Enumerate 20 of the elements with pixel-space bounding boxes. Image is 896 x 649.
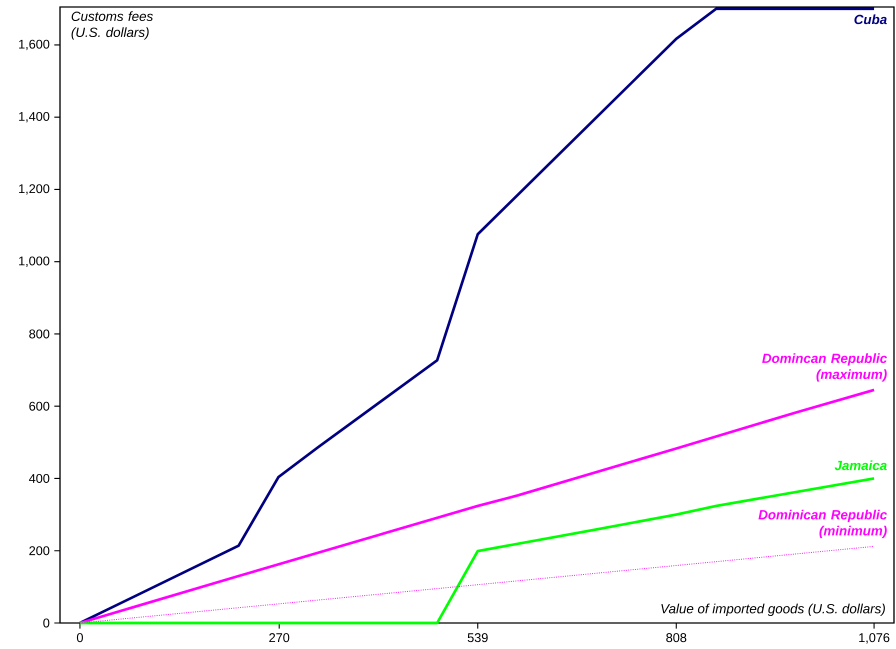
series-label: Jamaica — [834, 460, 887, 470]
y-tick-label: 600 — [29, 402, 50, 411]
y-tick-label: 1,000 — [19, 256, 50, 267]
x-tick-label: 808 — [666, 633, 686, 642]
y-tick-label: 0 — [43, 618, 50, 628]
y-tick-label: 1,200 — [19, 184, 50, 195]
series-label: Dominican Republic (minimum) — [758, 510, 887, 538]
series-label: Cuba — [854, 14, 887, 24]
x-tick-label: 0 — [76, 633, 83, 642]
x-tick-label: 539 — [468, 633, 488, 642]
y-tick-label: 1,400 — [19, 112, 50, 122]
y-tick-label: 1,600 — [19, 40, 50, 50]
y-tick-label: 400 — [28, 474, 50, 483]
series-label: Domincan Republic (maximum) — [762, 353, 887, 382]
y-tick-label: 200 — [29, 546, 50, 556]
x-tick-label: 1,076 — [859, 633, 890, 644]
x-axis-title: Value of imported goods (U.S. dollars) — [661, 604, 885, 616]
x-tick-label: 270 — [269, 633, 290, 642]
y-tick-label: 800 — [29, 329, 50, 338]
y-axis-title: Customs fees (U.S. dollars) — [72, 11, 153, 40]
